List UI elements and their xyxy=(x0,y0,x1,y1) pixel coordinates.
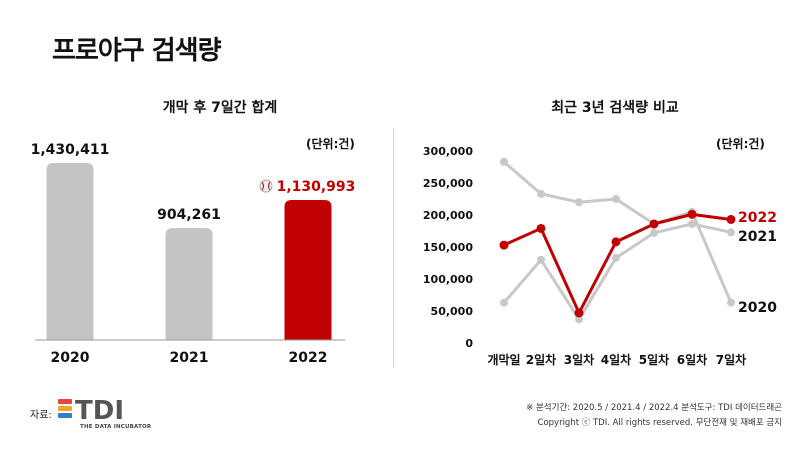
series-label-2022: 2022 xyxy=(738,210,777,226)
series-point-2021 xyxy=(575,315,583,324)
x-tick-label: 7일차 xyxy=(716,352,746,367)
bar-category-label: 2021 xyxy=(170,350,209,366)
series-line-2020 xyxy=(503,160,733,304)
series-point-2020 xyxy=(612,195,620,203)
bar-value-label: 1,430,411 xyxy=(31,142,110,158)
series-point-2021 xyxy=(537,255,545,264)
logo-text: TDI xyxy=(75,397,124,425)
series-point-2020 xyxy=(500,157,508,166)
page-title: 프로야구 검색량 xyxy=(52,36,221,66)
series-point-2022 xyxy=(649,219,659,229)
bar-2020 xyxy=(46,163,94,340)
line-chart-title: 최근 3년 검색량 비교 xyxy=(551,100,679,116)
series-point-2021 xyxy=(650,228,658,237)
logo-stripe-blue xyxy=(58,413,72,418)
bar-2022 xyxy=(284,200,332,340)
bar-chart-unit: (단위:건) xyxy=(306,137,355,151)
y-tick-label: 150,000 xyxy=(423,241,473,254)
tdi-logo: TDI xyxy=(58,397,124,425)
series-point-2022 xyxy=(499,240,509,250)
logo-stripe-red xyxy=(58,399,72,404)
x-tick-label: 6일차 xyxy=(677,352,707,367)
x-tick-label: 개막일 xyxy=(487,353,520,367)
series-point-2021 xyxy=(612,253,620,262)
bar-2021 xyxy=(165,228,213,340)
y-tick-label: 100,000 xyxy=(423,273,473,286)
logo-stripe-orange xyxy=(58,406,72,411)
footer-analysis-note: ※ 분석기간: 2020.5 / 2021.4 / 2022.4 분석도구: T… xyxy=(526,403,782,413)
series-point-2022 xyxy=(611,237,621,247)
y-tick-label: 0 xyxy=(465,337,473,350)
bar-category-label: 2022 xyxy=(289,350,328,366)
source-label: 자료: xyxy=(30,410,52,421)
series-point-2021 xyxy=(688,219,696,228)
logo-tagline: THE DATA INCUBATOR xyxy=(80,424,152,430)
series-point-2021 xyxy=(500,298,508,307)
bar-value-label: 1,130,993 xyxy=(277,179,356,195)
x-tick-label: 2일차 xyxy=(526,352,556,367)
y-tick-label: 50,000 xyxy=(431,305,474,318)
bar-category-label: 2020 xyxy=(51,350,90,366)
series-point-2021 xyxy=(727,228,735,237)
y-tick-label: 250,000 xyxy=(423,177,473,190)
tdi-logo-mark-icon xyxy=(58,399,72,418)
series-point-2022 xyxy=(536,223,546,233)
footer-copyright: Copyright ⓒ TDI. All rights reserved. 무단… xyxy=(537,418,782,428)
series-point-2020 xyxy=(537,189,545,198)
bar-value-label: 904,261 xyxy=(157,207,221,223)
x-tick-label: 3일차 xyxy=(564,352,594,367)
line-chart-unit: (단위:건) xyxy=(716,137,765,151)
x-tick-label: 5일차 xyxy=(639,352,669,367)
chart-divider xyxy=(393,128,394,368)
series-point-2022 xyxy=(687,209,697,219)
series-point-2020 xyxy=(727,298,735,307)
series-label-2020: 2020 xyxy=(738,300,777,316)
series-point-2022 xyxy=(726,214,736,224)
bar-chart-title: 개막 후 7일간 합계 xyxy=(162,100,278,116)
series-label-2021: 2021 xyxy=(738,229,777,245)
y-tick-label: 300,000 xyxy=(423,145,473,158)
baseball-icon xyxy=(259,179,273,193)
series-point-2020 xyxy=(575,198,583,207)
x-tick-label: 4일차 xyxy=(601,352,631,367)
series-point-2022 xyxy=(574,308,584,318)
y-tick-label: 200,000 xyxy=(423,209,473,222)
